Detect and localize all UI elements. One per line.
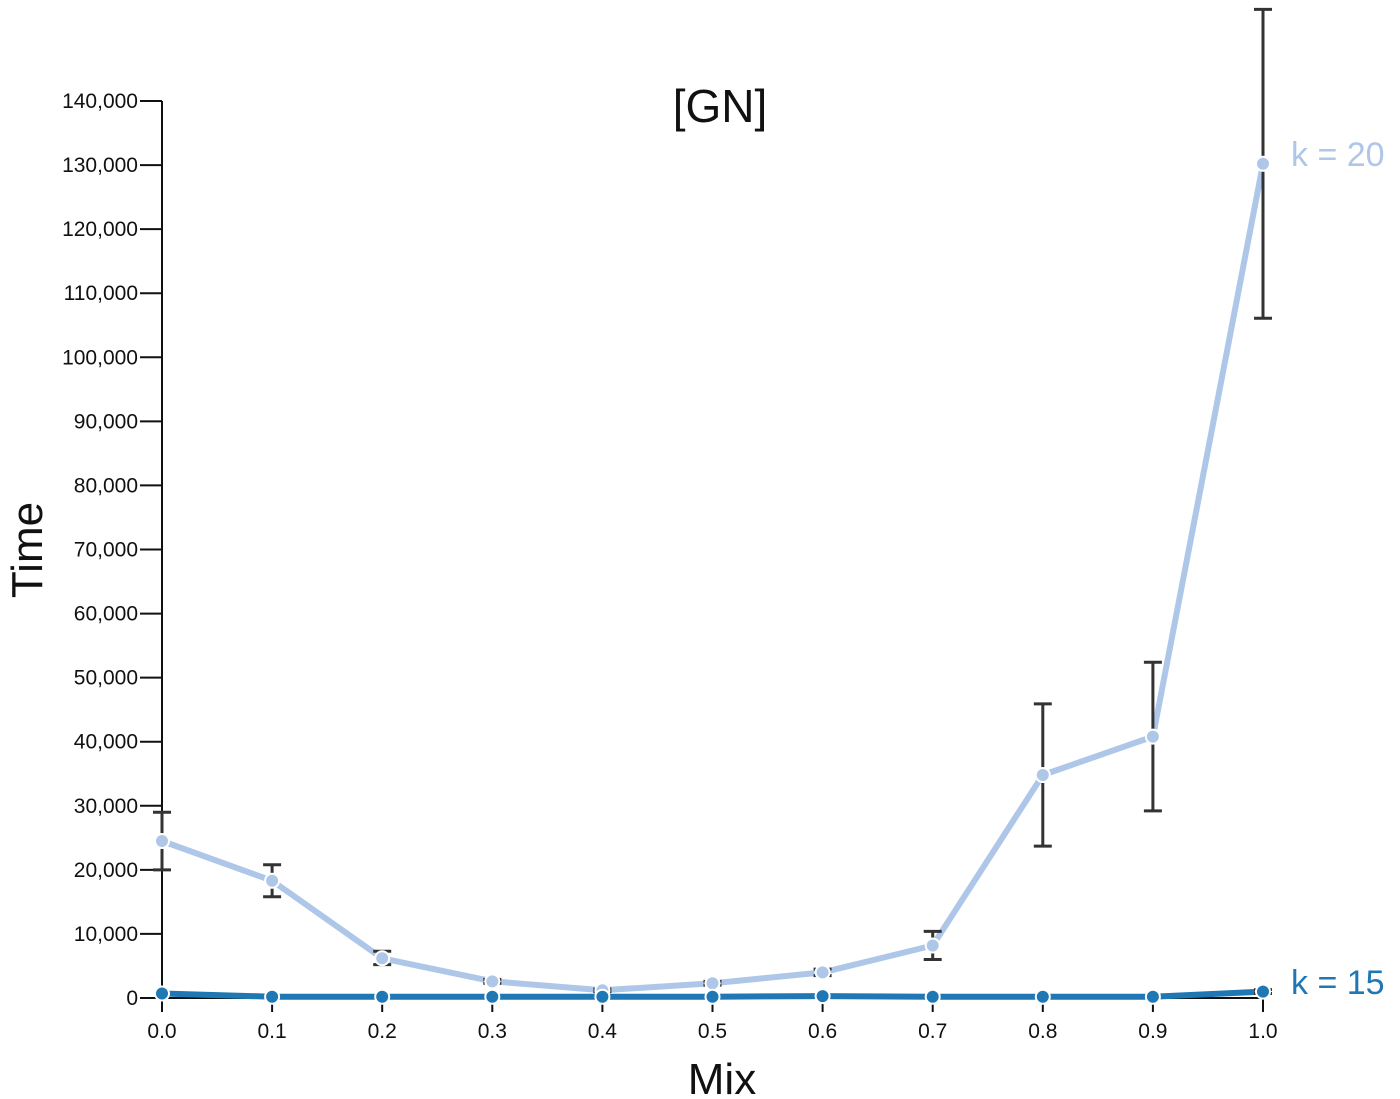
series-label-1: k = 15 [1291,964,1385,1002]
y-axis: 0 10,000 20,000 30,000 40,000 50,000 60,000 70,… [62,90,163,1010]
series-labels: k = 20 k = 15 [1291,136,1385,1002]
data-point [1034,988,1051,1005]
x-tick-label: 1.0 [1248,1020,1277,1043]
y-tick-label: 80,000 [74,474,138,497]
data-point [814,964,831,981]
y-tick-label: 10,000 [74,923,138,946]
y-tick-label: 110,000 [64,282,138,305]
data-point [594,988,611,1005]
data-point [1144,988,1161,1005]
series-layer [159,160,1266,1000]
points-layer [154,155,1271,1005]
data-point [814,988,831,1005]
x-tick-label: 0.9 [1138,1020,1167,1043]
chart-title: [GN] [673,80,768,132]
data-point [484,973,501,990]
data-point [264,988,281,1005]
data-point [154,833,170,850]
y-tick-label: 130,000 [62,154,138,177]
x-tick-label: 0.2 [368,1020,397,1043]
data-point [924,988,941,1005]
series-line-0 [159,160,1266,994]
x-tick-label: 0.6 [808,1020,837,1043]
data-point [374,988,391,1005]
y-tick-label: 0 [126,987,138,1010]
y-tick-label: 70,000 [74,539,138,562]
data-point [704,988,721,1005]
x-tick-label: 0.0 [147,1020,176,1043]
data-point [154,985,170,1002]
y-tick-label: 30,000 [74,795,138,818]
data-point [924,937,941,954]
x-tick-label: 0.8 [1028,1020,1057,1043]
data-point [1144,728,1161,745]
y-tick-label: 100,000 [62,346,138,369]
x-axis: 0.0 0.1 0.2 0.3 0.4 0.5 0.6 0.7 0.8 0.9 1.0 [147,997,1278,1043]
y-tick-label: 40,000 [74,731,138,754]
data-point [1255,155,1271,172]
y-axis-title: Time [3,502,52,598]
x-tick-label: 0.3 [478,1020,507,1043]
error-bars-layer [153,7,1272,996]
data-point [1034,767,1051,784]
x-tick-label: 0.1 [257,1020,286,1043]
y-tick-label: 50,000 [74,667,138,690]
x-axis-title: Mix [688,1055,756,1099]
x-tick-label: 0.4 [588,1020,618,1043]
y-tick-label: 60,000 [74,603,138,626]
data-point [264,872,281,889]
data-point [704,975,721,992]
y-tick-label: 20,000 [74,859,138,882]
y-tick-label: 120,000 [62,218,138,241]
series-label-0: k = 20 [1291,136,1385,174]
x-tick-label: 0.5 [698,1020,727,1043]
data-point [1255,983,1271,1000]
x-tick-label: 0.7 [918,1020,947,1043]
data-point [484,988,501,1005]
y-tick-label: 90,000 [74,410,138,433]
data-point [374,950,391,967]
y-tick-label: 140,000 [62,90,138,113]
